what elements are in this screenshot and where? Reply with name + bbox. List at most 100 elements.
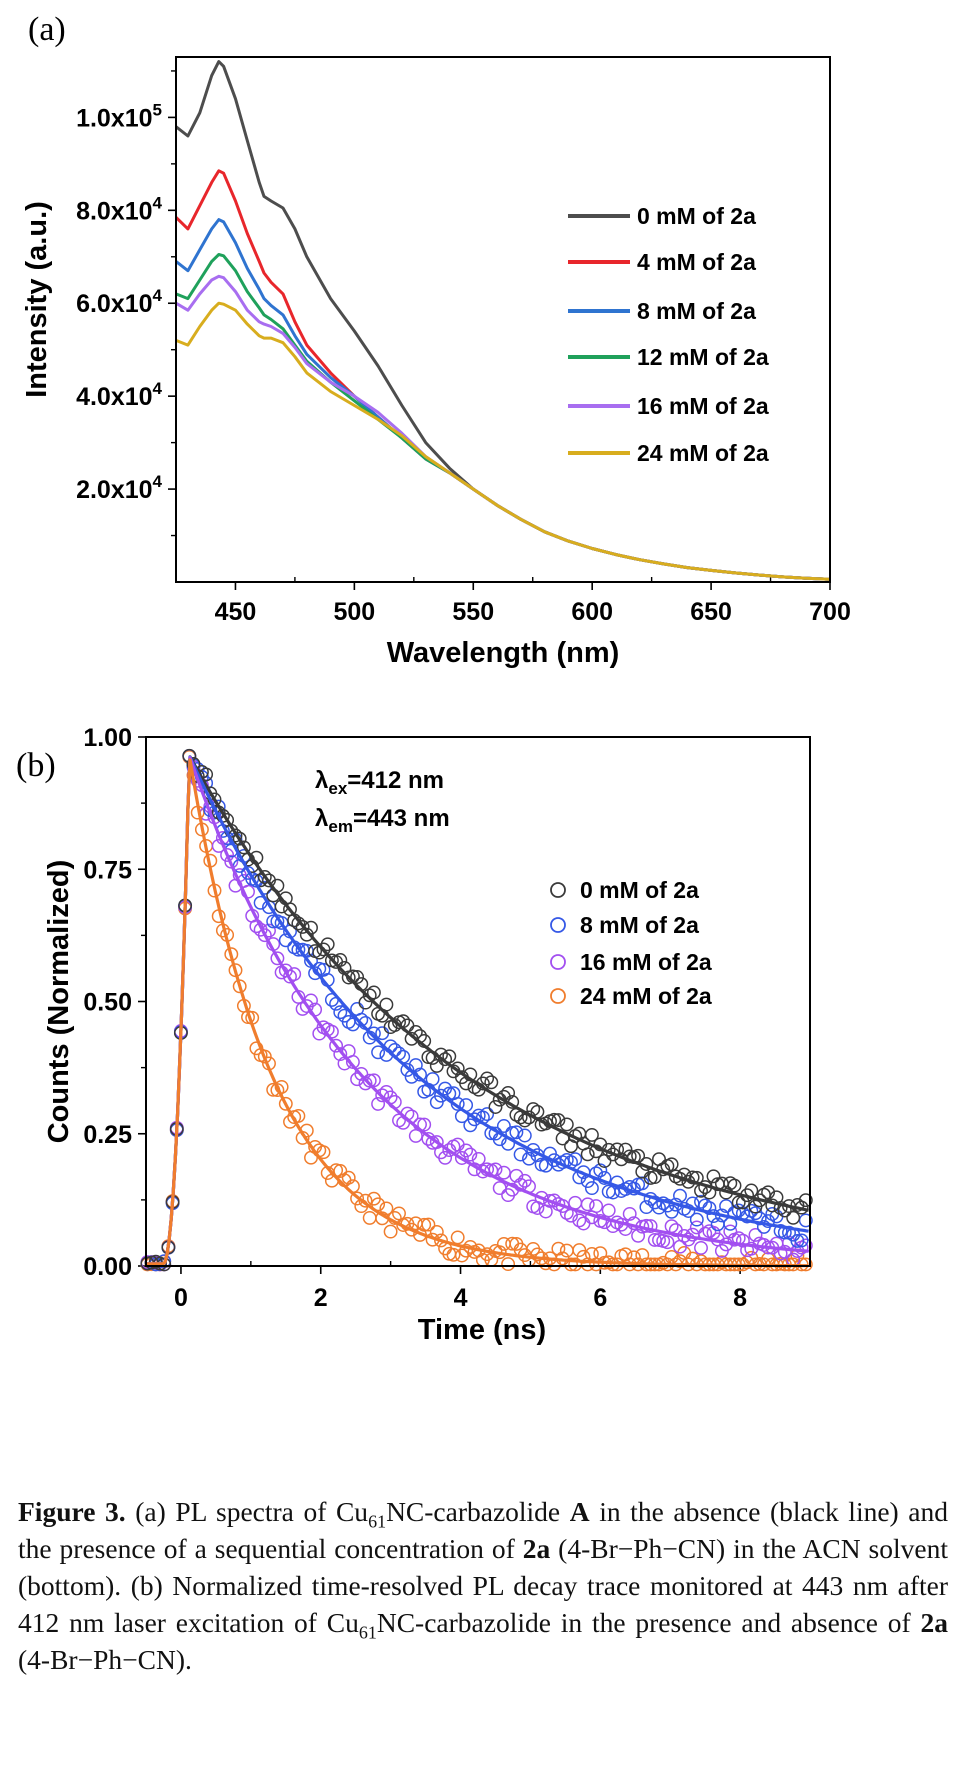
fit-line-0-mm-of-2a	[146, 755, 809, 1266]
data-point	[580, 1197, 595, 1212]
legend-label-16-mm-of-2a: 16 mM of 2a	[580, 949, 712, 975]
data-point	[501, 1085, 516, 1100]
x-tick-label: 650	[690, 598, 732, 626]
annotation-ex: λex=412 nm	[315, 767, 444, 798]
data-point	[408, 1058, 423, 1073]
data-point	[354, 1066, 369, 1081]
fit-line-8-mm-of-2a	[146, 755, 809, 1266]
y-tick-label: 0.50	[83, 989, 132, 1017]
legend-label-24-mm-of-2a: 24 mM of 2a	[637, 440, 769, 466]
data-point	[371, 1045, 386, 1060]
data-point	[559, 1117, 574, 1132]
caption-bold-2a-2: 2a	[920, 1607, 949, 1638]
data-point	[681, 1232, 696, 1247]
caption-bold-2a-1: 2a	[522, 1533, 551, 1564]
data-point	[375, 1026, 390, 1041]
data-point	[694, 1254, 708, 1269]
data-point	[673, 1188, 687, 1203]
data-point	[232, 979, 247, 994]
legend-label-12-mm-of-2a: 12 mM of 2a	[637, 344, 769, 370]
data-point	[496, 1165, 511, 1180]
legend-label-0-mm-of-2a: 0 mM of 2a	[637, 203, 756, 229]
figure-caption: Figure 3. (a) PL spectra of Cu61NC-carba…	[18, 1493, 948, 1678]
points-24-mm-of-2a	[140, 750, 813, 1272]
y-axis-title: Intensity (a.u.)	[21, 201, 53, 398]
data-point	[589, 1199, 604, 1214]
data-point	[480, 1071, 495, 1086]
x-tick-label: 550	[452, 598, 494, 626]
data-point	[509, 1125, 524, 1140]
data-point	[417, 1117, 432, 1132]
data-point	[442, 1049, 457, 1064]
y-tick-label: 8.0x104	[76, 193, 162, 225]
caption-text-4: (4-Br−Ph−CN) in the ACN solvent (bottom)…	[18, 1533, 948, 1638]
data-point	[438, 1081, 453, 1096]
data-point	[450, 1230, 465, 1245]
data-point	[794, 1233, 809, 1248]
data-point	[257, 870, 272, 884]
data-point	[660, 1235, 675, 1250]
data-point	[601, 1203, 616, 1218]
data-point	[316, 1145, 331, 1160]
data-point	[538, 1256, 553, 1271]
data-point	[576, 1249, 591, 1264]
caption-text-5: NC-carbazolide in the presence and absen…	[376, 1607, 921, 1638]
data-point	[362, 1210, 377, 1225]
data-point	[417, 1217, 432, 1232]
y-tick-label: 0.00	[83, 1253, 132, 1281]
data-point	[421, 1217, 436, 1232]
points-0-mm-of-2a	[140, 748, 813, 1272]
y-tick-label: 2.0x104	[76, 472, 162, 504]
data-point	[467, 1112, 482, 1127]
data-point	[631, 1228, 646, 1243]
fit-line-24-mm-of-2a	[146, 758, 809, 1268]
data-point	[786, 1210, 801, 1225]
data-point	[664, 1157, 679, 1172]
data-point	[375, 1088, 390, 1103]
data-point	[689, 1212, 704, 1227]
data-point	[501, 1257, 516, 1272]
data-point	[702, 1201, 717, 1216]
data-point	[626, 1250, 641, 1265]
data-point	[731, 1195, 746, 1210]
data-point	[727, 1178, 742, 1193]
y-axis-title: Counts (Normalized)	[43, 860, 75, 1144]
fit-line-16-mm-of-2a	[146, 756, 809, 1266]
data-point	[232, 831, 247, 846]
data-point	[257, 928, 272, 943]
data-point	[643, 1219, 658, 1234]
data-point	[694, 1240, 708, 1255]
data-point	[706, 1169, 721, 1184]
data-point	[723, 1224, 738, 1239]
points-16-mm-of-2a	[140, 748, 813, 1272]
data-point	[362, 1073, 377, 1088]
data-point	[463, 1147, 478, 1162]
data-point	[488, 1100, 503, 1114]
data-point	[752, 1211, 767, 1226]
panel-a-label: (a)	[28, 11, 66, 48]
x-axis-title: Wavelength (nm)	[387, 637, 620, 669]
data-point	[555, 1199, 570, 1213]
data-point	[761, 1214, 776, 1229]
data-point	[270, 951, 285, 966]
figure: (a) 450 500 550 600 650 700 2.0x104 4.0x104 6.0x…	[16, 11, 851, 1346]
data-point	[295, 919, 310, 934]
data-point	[350, 970, 365, 984]
caption-sub-2: 61	[358, 1622, 377, 1643]
data-point	[371, 1096, 386, 1111]
data-point	[379, 997, 394, 1012]
data-point	[572, 1243, 587, 1258]
data-point	[341, 1170, 356, 1185]
data-point	[454, 1151, 469, 1165]
data-point	[450, 1061, 465, 1076]
data-point	[446, 1247, 461, 1262]
caption-text-1: (a) PL spectra of Cu	[125, 1496, 369, 1527]
x-tick-label: 6	[593, 1284, 607, 1312]
data-point	[530, 1247, 545, 1262]
data-point	[362, 988, 377, 1003]
data-point	[605, 1147, 620, 1162]
panel-b-label: (b)	[16, 747, 56, 784]
data-point	[291, 916, 306, 931]
x-tick-label: 2	[314, 1284, 328, 1312]
legend-label-16-mm-of-2a: 16 mM of 2a	[637, 393, 769, 419]
